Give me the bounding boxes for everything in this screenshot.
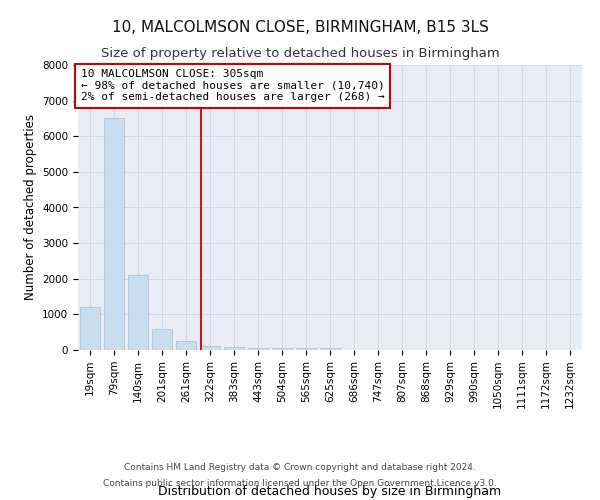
Bar bbox=[128, 275, 148, 350]
Bar bbox=[272, 348, 292, 350]
Bar bbox=[248, 348, 268, 350]
Bar bbox=[320, 348, 340, 350]
Text: 10, MALCOLMSON CLOSE, BIRMINGHAM, B15 3LS: 10, MALCOLMSON CLOSE, BIRMINGHAM, B15 3L… bbox=[112, 20, 488, 35]
Text: Contains public sector information licensed under the Open Government Licence v3: Contains public sector information licen… bbox=[103, 478, 497, 488]
Bar bbox=[104, 118, 124, 350]
Y-axis label: Number of detached properties: Number of detached properties bbox=[23, 114, 37, 300]
Bar bbox=[80, 307, 100, 350]
Text: Size of property relative to detached houses in Birmingham: Size of property relative to detached ho… bbox=[101, 48, 499, 60]
Bar bbox=[296, 348, 316, 350]
Text: Contains HM Land Registry data © Crown copyright and database right 2024.: Contains HM Land Registry data © Crown c… bbox=[124, 464, 476, 472]
Bar bbox=[224, 347, 244, 350]
Bar bbox=[152, 328, 172, 350]
Text: 10 MALCOLMSON CLOSE: 305sqm
← 98% of detached houses are smaller (10,740)
2% of : 10 MALCOLMSON CLOSE: 305sqm ← 98% of det… bbox=[80, 70, 384, 102]
Bar bbox=[200, 346, 220, 350]
X-axis label: Distribution of detached houses by size in Birmingham: Distribution of detached houses by size … bbox=[158, 485, 502, 498]
Bar bbox=[176, 340, 196, 350]
